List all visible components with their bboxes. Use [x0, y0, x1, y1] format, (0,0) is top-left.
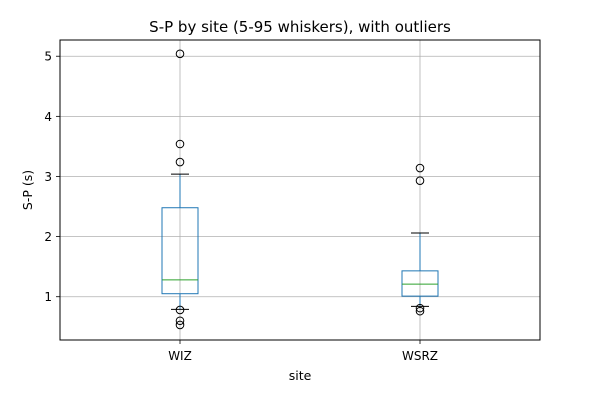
outlier-point — [175, 49, 185, 59]
chart-title: S-P by site (5-95 whiskers), with outlie… — [149, 18, 451, 36]
y-tick-label: 4 — [44, 110, 52, 124]
outlier-point — [175, 157, 185, 167]
iqr-box — [161, 207, 199, 295]
box-wsrz — [401, 163, 439, 316]
y-tick-label: 3 — [44, 170, 52, 184]
outlier-point — [175, 139, 185, 149]
grid — [60, 40, 540, 340]
x-tick-label: WIZ — [168, 349, 192, 363]
y-axis-label: S-P (s) — [20, 170, 35, 210]
outlier-point — [415, 163, 425, 173]
iqr-box — [401, 270, 439, 297]
box-wiz — [161, 49, 199, 330]
outlier-point — [415, 303, 425, 313]
x-tick-label: WSRZ — [402, 349, 438, 363]
y-axis: 1 2 3 4 5 — [44, 50, 60, 304]
x-axis: WIZ WSRZ — [168, 340, 438, 363]
outlier-point — [175, 305, 185, 315]
x-axis-label: site — [289, 368, 312, 383]
y-tick-label: 1 — [44, 290, 52, 304]
outlier-point — [415, 176, 425, 185]
plot-frame — [59, 39, 541, 341]
outlier-point — [175, 320, 185, 330]
outlier-point — [415, 306, 425, 316]
y-tick-label: 2 — [44, 230, 52, 244]
y-tick-label: 5 — [44, 50, 52, 64]
outlier-point — [175, 316, 185, 326]
box-series — [161, 49, 439, 330]
